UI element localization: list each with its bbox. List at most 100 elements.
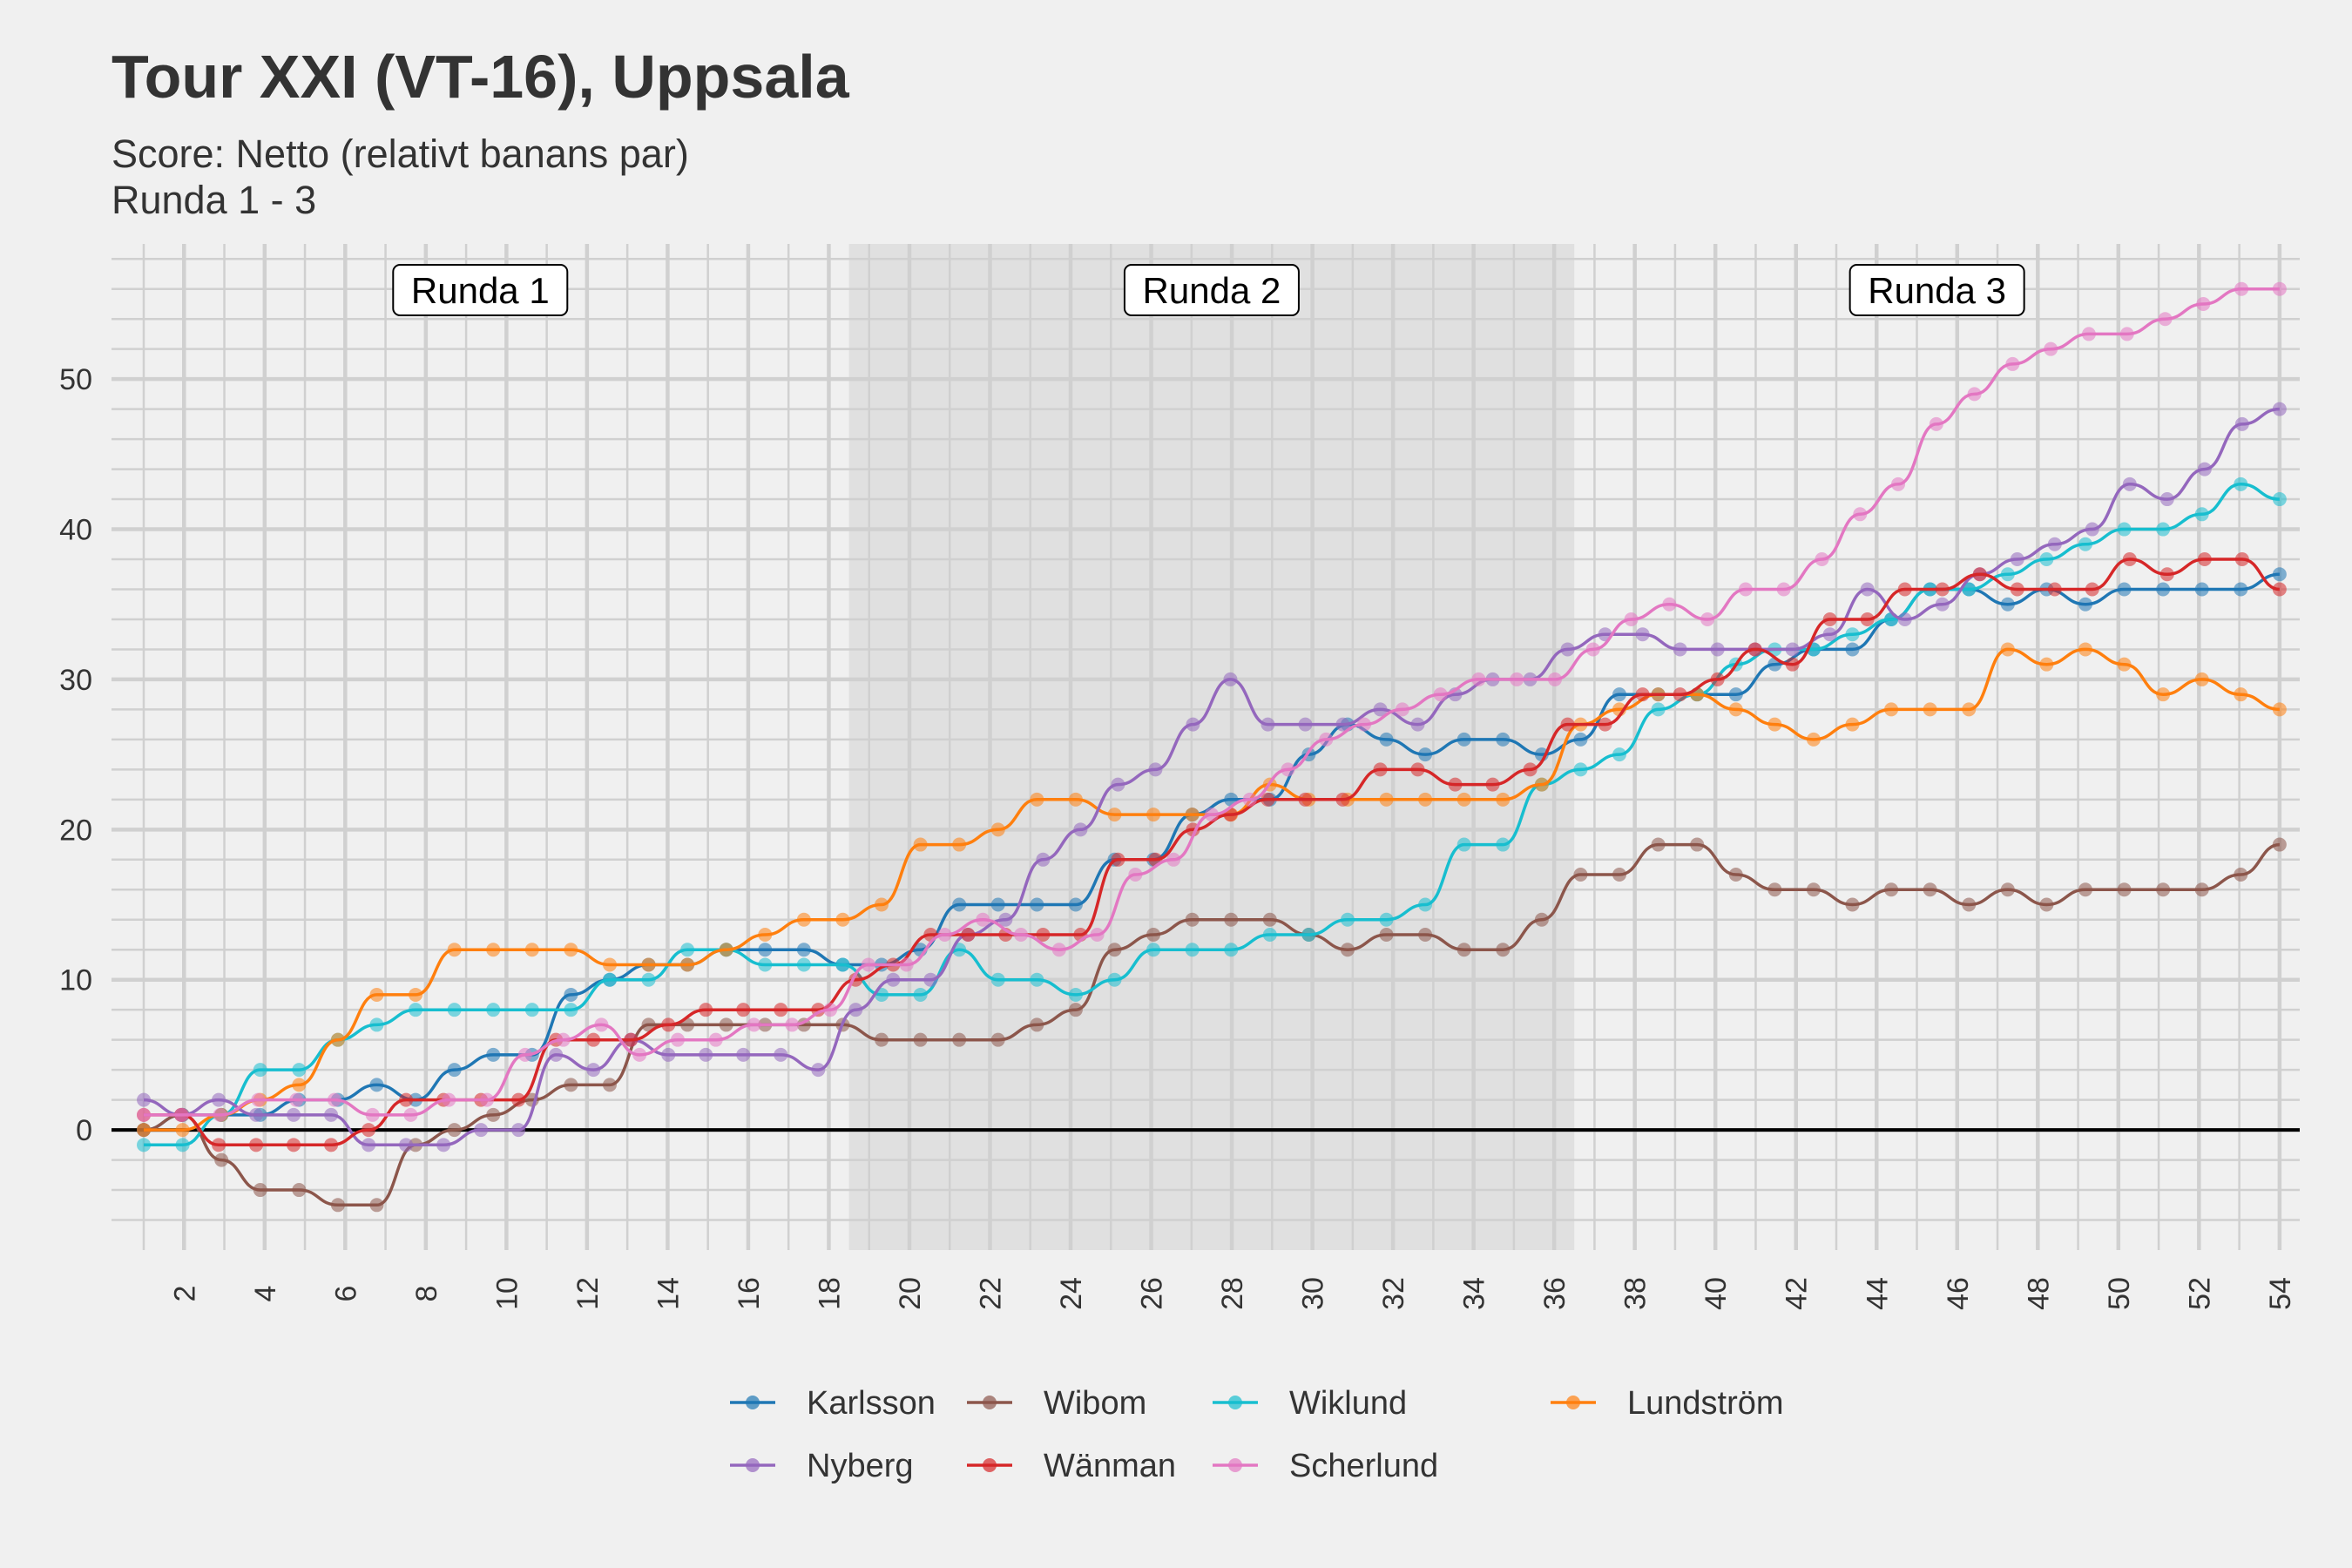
data-point — [1107, 943, 1122, 957]
data-point — [1410, 717, 1425, 732]
data-point — [1884, 882, 1899, 897]
data-point — [1298, 792, 1313, 807]
data-point — [1585, 642, 1600, 657]
data-point — [2122, 552, 2137, 567]
legend-label: Wibom — [1044, 1385, 1146, 1422]
data-point — [774, 1047, 788, 1062]
x-tick-label: 40 — [1700, 1277, 1733, 1310]
data-point — [736, 1003, 751, 1017]
data-point — [2272, 702, 2287, 717]
data-point — [2234, 868, 2248, 882]
data-point — [1418, 927, 1433, 942]
data-point — [875, 897, 889, 912]
data-point — [1935, 582, 1950, 597]
data-point — [137, 1092, 152, 1107]
data-point — [1690, 837, 1705, 852]
data-point — [289, 1092, 304, 1107]
round-label-box — [1123, 264, 1300, 316]
data-point — [486, 1003, 501, 1017]
data-point — [1710, 642, 1725, 657]
data-point — [1107, 808, 1122, 822]
data-point — [796, 957, 811, 972]
data-point — [835, 957, 850, 972]
x-tick-label: 32 — [1377, 1277, 1410, 1310]
legend-swatch-point — [1228, 1396, 1242, 1409]
data-point — [2039, 657, 2054, 672]
data-point — [442, 1092, 456, 1107]
data-point — [399, 1092, 414, 1107]
data-point — [1146, 927, 1161, 942]
data-point — [564, 987, 578, 1002]
data-point — [1806, 732, 1821, 747]
legend-label: Lundström — [1627, 1385, 1784, 1422]
data-point — [1728, 702, 1743, 717]
data-point — [2234, 687, 2248, 702]
data-point — [680, 957, 695, 972]
data-point — [1185, 943, 1200, 957]
data-point — [1897, 582, 1912, 597]
data-point — [1030, 792, 1044, 807]
data-point — [2272, 402, 2287, 416]
data-point — [327, 1092, 341, 1107]
data-point — [1662, 597, 1677, 612]
data-point — [1456, 792, 1471, 807]
data-point — [292, 1078, 307, 1092]
data-point — [1598, 717, 1612, 732]
data-point — [1036, 852, 1051, 867]
data-point — [1395, 702, 1409, 717]
y-tick-label: 20 — [59, 814, 92, 847]
data-point — [719, 1017, 733, 1032]
data-point — [586, 1063, 601, 1078]
data-point — [641, 1017, 656, 1032]
data-point — [758, 957, 773, 972]
round-label-1: Runda 1 — [411, 270, 550, 311]
data-point — [2272, 582, 2287, 597]
data-point — [641, 957, 656, 972]
data-point — [1340, 943, 1355, 957]
data-point — [1224, 943, 1239, 957]
data-point — [517, 1047, 532, 1062]
data-point — [556, 1032, 571, 1047]
data-point — [1373, 702, 1388, 717]
data-point — [287, 1138, 301, 1152]
data-point — [1073, 822, 1088, 837]
data-point — [2047, 537, 2062, 551]
data-point — [2047, 582, 2062, 597]
data-point — [447, 1123, 462, 1138]
legend-item-scherlund: Scherlund — [1213, 1448, 1438, 1484]
x-tick-label: 4 — [249, 1286, 282, 1302]
data-point — [2085, 522, 2099, 537]
data-point — [2000, 642, 2015, 657]
data-point — [1485, 777, 1500, 792]
data-point — [1107, 972, 1122, 987]
data-point — [990, 972, 1005, 987]
data-point — [1651, 837, 1666, 852]
data-point — [137, 1107, 152, 1122]
data-point — [670, 1032, 685, 1047]
data-point — [2196, 296, 2211, 311]
data-point — [1710, 672, 1725, 686]
data-point — [330, 1032, 345, 1047]
data-point — [952, 897, 967, 912]
data-point — [823, 1003, 838, 1017]
data-point — [1090, 927, 1105, 942]
data-point — [1962, 702, 1977, 717]
data-point — [1051, 943, 1066, 957]
round-labels: Runda 1 Runda 2 Runda 3 — [392, 264, 2025, 316]
data-point — [2272, 281, 2287, 296]
data-point — [2197, 462, 2212, 476]
x-tick-label: 6 — [329, 1286, 362, 1302]
data-point — [1379, 792, 1394, 807]
data-point — [913, 837, 928, 852]
data-point — [175, 1123, 190, 1138]
data-point — [2078, 597, 2092, 612]
data-point — [758, 943, 773, 957]
data-point — [1612, 868, 1627, 882]
legend-swatch-point — [983, 1458, 997, 1472]
data-point — [990, 897, 1005, 912]
data-point — [1651, 702, 1666, 717]
data-point — [1496, 792, 1511, 807]
data-point — [1776, 582, 1791, 597]
data-point — [1068, 1003, 1083, 1017]
